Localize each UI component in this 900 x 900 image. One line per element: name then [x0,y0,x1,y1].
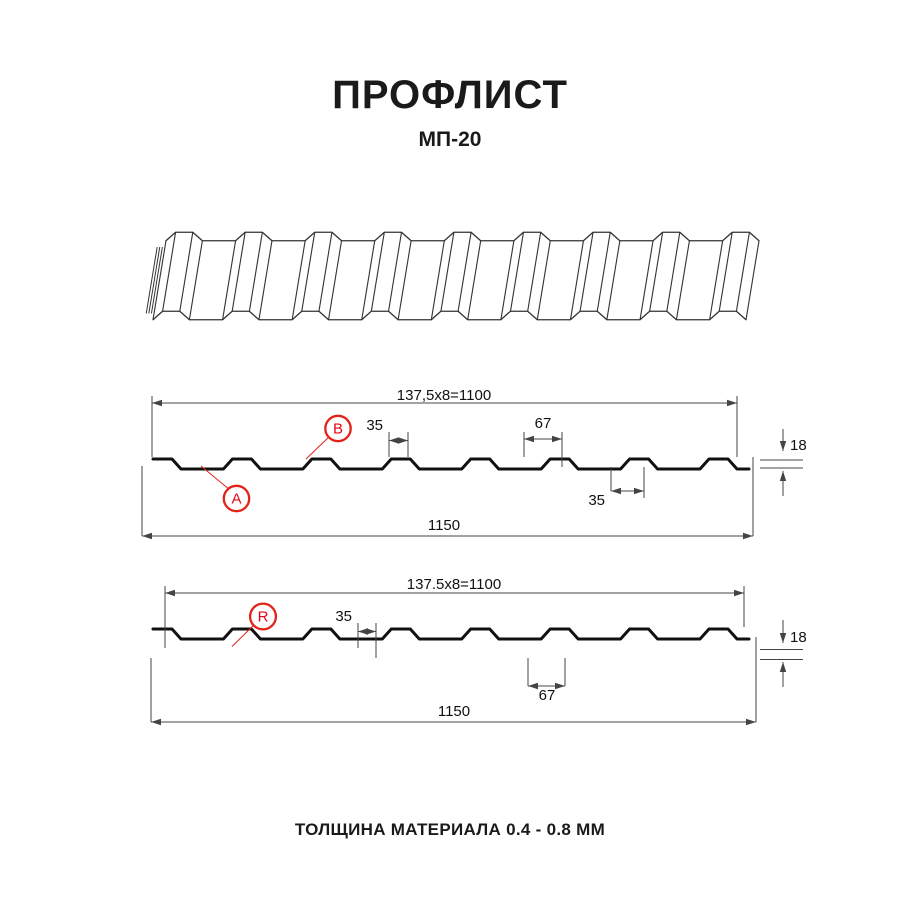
svg-text:35: 35 [588,492,605,509]
svg-text:35: 35 [366,417,383,434]
svg-text:R: R [258,609,269,626]
svg-text:67: 67 [539,687,556,704]
svg-text:B: B [333,421,343,438]
svg-text:137.5х8=1100: 137.5х8=1100 [407,576,501,593]
svg-text:18: 18 [790,437,807,454]
svg-text:1150: 1150 [438,703,470,720]
svg-text:1150: 1150 [428,517,460,534]
svg-text:67: 67 [535,415,552,432]
svg-text:137,5х8=1100: 137,5х8=1100 [397,387,491,404]
svg-text:A: A [231,491,241,508]
svg-text:35: 35 [335,608,352,625]
svg-text:18: 18 [790,629,807,646]
